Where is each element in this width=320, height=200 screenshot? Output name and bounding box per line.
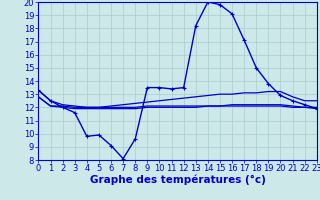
X-axis label: Graphe des températures (°c): Graphe des températures (°c) bbox=[90, 175, 266, 185]
